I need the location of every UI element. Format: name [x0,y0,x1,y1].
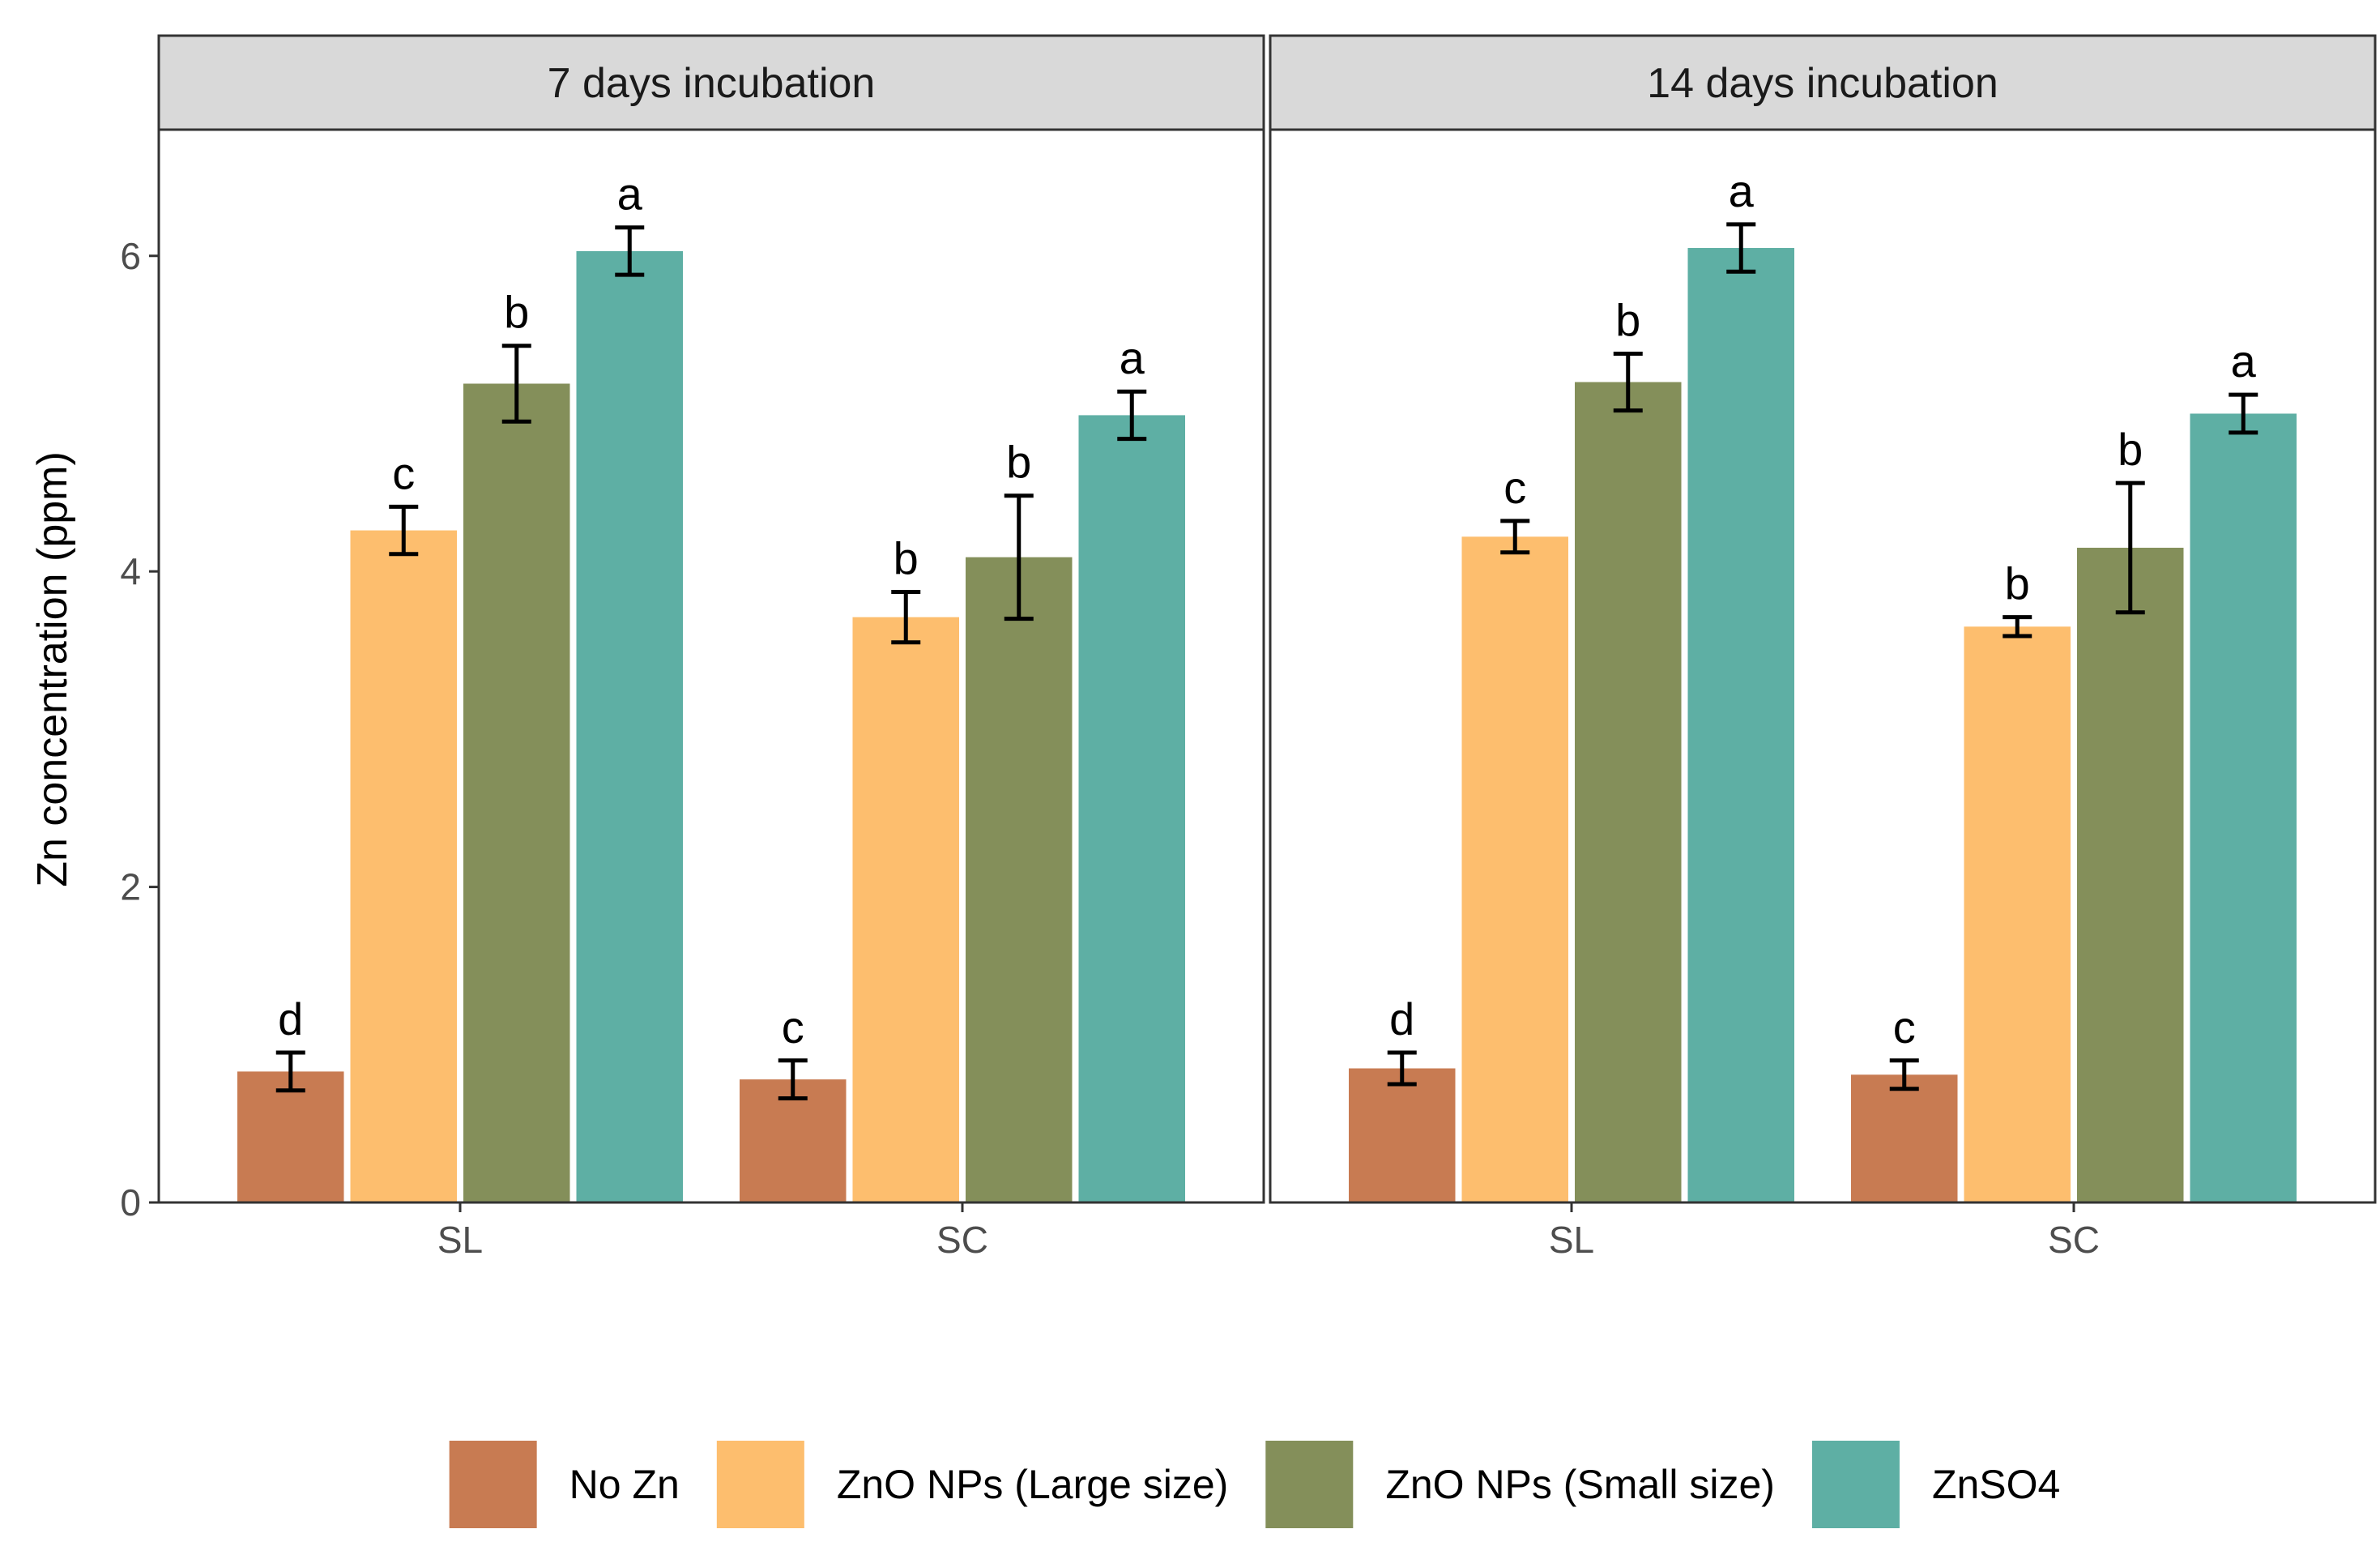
significance-letter: c [1503,462,1526,513]
y-tick-label: 6 [120,235,141,277]
legend-label-znso4: ZnSO4 [1932,1462,2060,1507]
significance-letter: d [278,993,303,1044]
legend-key-zno-nps-small-size [1265,1441,1354,1528]
strip-background [157,34,1265,131]
y-axis-title: Zn concentration (ppm) [29,451,76,887]
strip-title: 7 days incubation [548,60,876,107]
bar-zno-nps-large-size-sl [350,530,457,1202]
significance-letter: b [2005,558,2030,609]
x-tick-label: SC [936,1219,988,1261]
bar-no-zn-sl [1349,1068,1456,1202]
significance-letter: a [617,169,643,220]
bar-znso4-sc [1078,415,1185,1202]
panel-border [157,128,1265,1204]
bar-znso4-sl [576,250,683,1202]
y-tick-label: 0 [120,1181,141,1224]
y-tick-label: 2 [120,866,141,908]
significance-letter: b [2118,424,2143,475]
y-tick-label: 4 [120,550,141,592]
significance-letter: b [504,287,529,338]
bar-zno-nps-small-size-sl [1575,382,1682,1202]
significance-letter: c [782,1002,804,1053]
legend-key-znso4 [1811,1441,1900,1528]
significance-letter: a [1120,332,1145,383]
bar-no-zn-sl [237,1071,344,1202]
x-tick-label: SL [437,1219,483,1261]
significance-letter: d [1389,993,1414,1044]
significance-letter: c [1893,1002,1916,1053]
significance-letter: b [1615,294,1640,345]
panel-7-days-incubation: 7 days incubation d c b a SL c b b a SC [157,34,1265,1261]
x-tick-label: SL [1549,1219,1594,1261]
significance-letter: a [2231,335,2257,387]
significance-letter: c [392,447,415,498]
legend-key-no-zn [449,1441,537,1528]
bar-zno-nps-small-size-sl [463,383,570,1203]
bar-zno-nps-small-size-sc [2077,547,2184,1202]
bar-zno-nps-large-size-sc [852,617,959,1202]
bar-znso4-sc [2190,413,2297,1202]
x-tick-label: SC [2048,1219,2100,1261]
significance-letter: a [1729,165,1755,216]
significance-letter: b [1006,437,1031,488]
bar-zno-nps-large-size-sc [1964,626,2071,1202]
legend-key-zno-nps-large-size [716,1441,804,1528]
legend-label-no-zn: No Zn [569,1462,680,1507]
bar-zno-nps-small-size-sc [966,557,1073,1202]
significance-letter: b [894,532,919,583]
bar-zno-nps-large-size-sl [1461,536,1568,1202]
legend: No Zn ZnO NPs (Large size) ZnO NPs (Small … [449,1441,2060,1528]
legend-label-zno-nps-small-size: ZnO NPs (Small size) [1385,1462,1775,1507]
panel-14-days-incubation: 14 days incubation d c b a SL c b b a SC [1269,34,2377,1261]
legend-label-zno-nps-large-size: ZnO NPs (Large size) [837,1462,1228,1507]
strip-title: 14 days incubation [1647,60,1998,107]
panel-border [1269,128,2377,1204]
bar-znso4-sl [1687,248,1794,1202]
bar-no-zn-sc [1851,1074,1958,1202]
